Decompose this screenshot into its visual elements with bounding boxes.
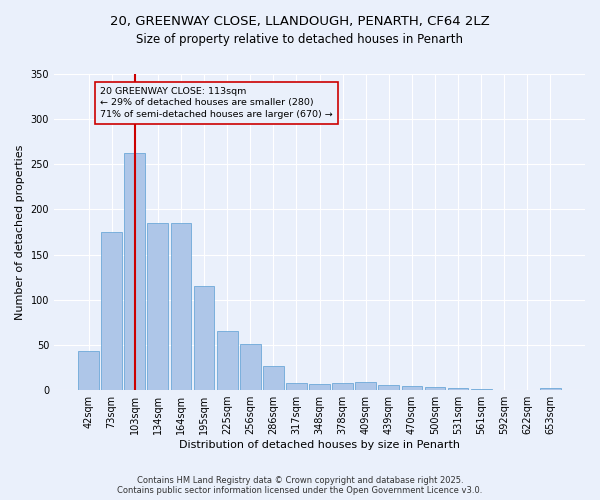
Bar (194, 286, 214, 390)
X-axis label: Distribution of detached houses by size in Penarth: Distribution of detached houses by size … (179, 440, 460, 450)
Text: Size of property relative to detached houses in Penarth: Size of property relative to detached ho… (137, 32, 464, 46)
Bar (401, 386, 422, 390)
Bar (217, 332, 238, 390)
Bar (124, 154, 145, 390)
Y-axis label: Number of detached properties: Number of detached properties (15, 144, 25, 320)
Bar (101, 232, 122, 390)
Bar (263, 366, 284, 390)
Text: 20 GREENWAY CLOSE: 113sqm
← 29% of detached houses are smaller (280)
71% of semi: 20 GREENWAY CLOSE: 113sqm ← 29% of detac… (100, 86, 333, 119)
Bar (148, 223, 168, 390)
Bar (170, 223, 191, 390)
Bar (471, 389, 491, 390)
Text: Contains HM Land Registry data © Crown copyright and database right 2025.
Contai: Contains HM Land Registry data © Crown c… (118, 476, 482, 495)
Bar (540, 388, 561, 390)
Bar (309, 384, 330, 390)
Bar (355, 382, 376, 390)
Bar (425, 388, 445, 390)
Bar (286, 383, 307, 390)
Bar (379, 384, 399, 390)
Bar (78, 352, 99, 390)
Bar (448, 388, 469, 390)
Bar (332, 383, 353, 390)
Text: 20, GREENWAY CLOSE, LLANDOUGH, PENARTH, CF64 2LZ: 20, GREENWAY CLOSE, LLANDOUGH, PENARTH, … (110, 15, 490, 28)
Bar (240, 344, 260, 390)
